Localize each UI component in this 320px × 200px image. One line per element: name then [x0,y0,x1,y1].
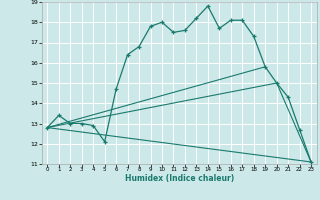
X-axis label: Humidex (Indice chaleur): Humidex (Indice chaleur) [124,174,234,183]
